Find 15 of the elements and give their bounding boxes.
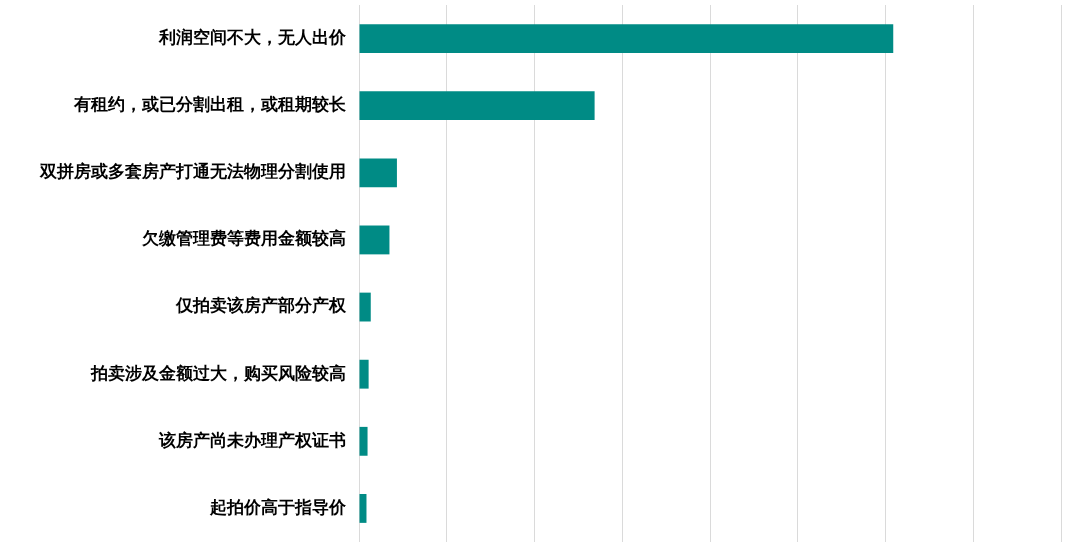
bar: [359, 359, 369, 389]
y-tick-label: 有租约，或已分割出租，或租期较长: [73, 94, 347, 115]
bar: [359, 24, 894, 53]
bar: [359, 292, 371, 322]
y-tick-label: 双拼房或多套房产打通无法物理分割使用: [39, 161, 346, 182]
bar: [359, 91, 595, 121]
bar: [359, 225, 390, 255]
y-tick-label: 起拍价高于指导价: [209, 496, 347, 517]
y-tick-label: 欠缴管理费等费用金额较高: [141, 228, 346, 249]
bar: [359, 158, 397, 188]
y-tick-label: 拍卖涉及金额过大，购买风险较高: [90, 362, 346, 383]
y-tick-label: 仅拍卖该房产部分产权: [175, 295, 347, 316]
y-tick-label: 该房产尚未办理产权证书: [158, 429, 346, 450]
bar: [359, 426, 368, 456]
y-tick-label: 利润空间不大，无人出价: [158, 26, 347, 47]
